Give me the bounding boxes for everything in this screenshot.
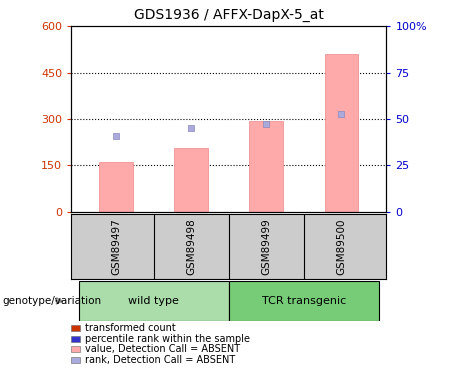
Bar [71,325,79,331]
Bar [174,148,208,212]
Text: genotype/variation: genotype/variation [2,296,101,306]
Text: wild type: wild type [128,296,179,306]
Point [187,125,195,131]
Text: GSM89499: GSM89499 [261,218,271,275]
Text: transformed count: transformed count [85,323,175,333]
Text: GSM89498: GSM89498 [186,218,196,275]
Text: percentile rank within the sample: percentile rank within the sample [85,334,250,344]
Point [262,121,269,127]
Bar [78,281,229,321]
Bar [71,336,79,342]
Point [337,111,344,117]
Text: GSM89500: GSM89500 [336,218,346,275]
Text: rank, Detection Call = ABSENT: rank, Detection Call = ABSENT [85,355,235,364]
Bar [249,121,283,212]
Text: TCR transgenic: TCR transgenic [261,296,345,306]
Bar [324,54,358,212]
Bar [71,346,79,352]
Bar [229,281,378,321]
Title: GDS1936 / AFFX-DapX-5_at: GDS1936 / AFFX-DapX-5_at [134,9,323,22]
Text: GSM89497: GSM89497 [111,218,121,275]
Text: value, Detection Call = ABSENT: value, Detection Call = ABSENT [85,344,240,354]
Point [112,133,120,139]
Bar [99,162,133,212]
Bar [71,357,79,363]
